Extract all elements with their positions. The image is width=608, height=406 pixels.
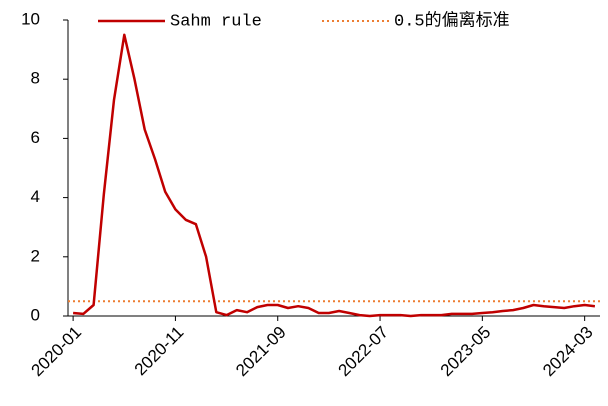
- y-tick-label: 8: [31, 69, 40, 88]
- y-tick-label: 4: [31, 187, 40, 206]
- x-tick-label: 2024-03: [539, 323, 597, 381]
- x-tick-label: 2021-09: [232, 323, 290, 381]
- x-tick-label: 2020-11: [131, 323, 188, 380]
- x-tick-label: 2023-05: [437, 323, 495, 381]
- y-tick-label: 6: [31, 128, 40, 147]
- y-tick-label: 2: [31, 246, 40, 265]
- x-tick-label: 2020-01: [28, 323, 86, 381]
- x-tick-label: 2022-07: [334, 323, 392, 381]
- legend-label: 0.5的偏离标准: [394, 10, 510, 31]
- y-tick-label: 10: [21, 9, 40, 28]
- series-line: [72, 33, 596, 318]
- legend-label: Sahm rule: [170, 12, 262, 31]
- y-tick-label: 0: [31, 305, 40, 324]
